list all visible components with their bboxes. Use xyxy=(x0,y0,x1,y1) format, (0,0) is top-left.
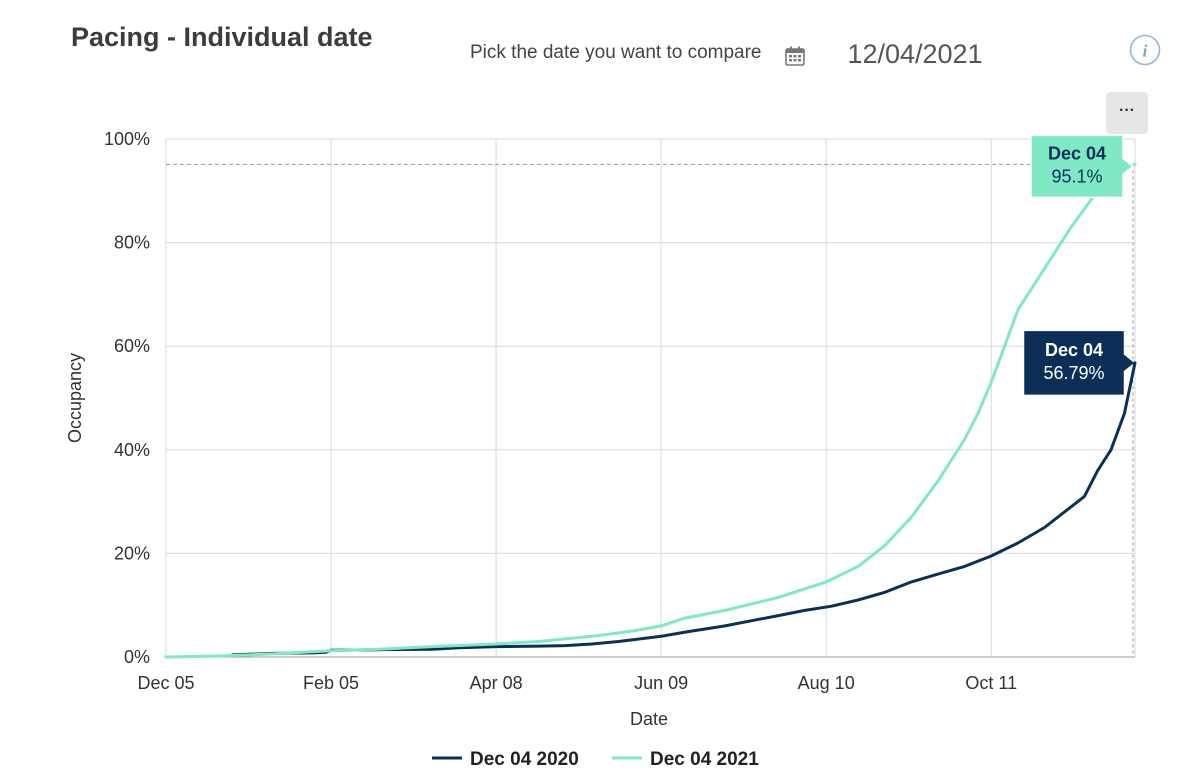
y-tick-label: 100% xyxy=(104,129,150,149)
y-tick-label: 0% xyxy=(124,647,150,667)
x-axis-title: Date xyxy=(630,709,668,729)
x-axis-ticks: Dec 05 Feb 05 Apr 08 Jun 09 Aug 10 Oct 11 xyxy=(137,673,1017,693)
y-axis-ticks: 0% 20% 40% 60% 80% 100% xyxy=(104,129,150,667)
calendar-icon[interactable] xyxy=(784,45,806,67)
tooltip: Dec 04 56.79% xyxy=(1024,331,1135,395)
x-tick-label: Oct 11 xyxy=(965,673,1017,693)
chart-grid xyxy=(165,138,1136,658)
more-options-icon: ··· xyxy=(1119,102,1135,119)
tooltip-value: 95.1% xyxy=(1051,166,1102,186)
y-tick-label: 20% xyxy=(114,543,150,563)
x-tick-label: Jun 09 xyxy=(634,673,688,693)
legend-label: Dec 04 2021 xyxy=(650,749,759,770)
x-tick-label: Aug 10 xyxy=(798,673,855,693)
x-tick-label: Feb 05 xyxy=(303,673,359,693)
legend-label: Dec 04 2020 xyxy=(470,749,579,770)
date-picker-label: Pick the date you want to compare xyxy=(470,42,762,63)
x-tick-label: Dec 05 xyxy=(137,673,194,693)
y-tick-label: 80% xyxy=(114,233,150,253)
chart-series xyxy=(164,162,1137,659)
y-axis-title: Occupancy xyxy=(65,353,85,443)
x-tick-label: Apr 08 xyxy=(470,673,523,693)
legend-item[interactable]: Dec 04 2020 xyxy=(432,749,579,770)
tooltip-date: Dec 04 xyxy=(1048,143,1106,163)
tooltip-date: Dec 04 xyxy=(1045,340,1103,360)
chart-tooltips: Dec 04 95.1% Dec 04 56.79% xyxy=(1024,134,1135,395)
chart-legend: Dec 04 2020 Dec 04 2021 xyxy=(432,749,759,770)
tooltip-value: 56.79% xyxy=(1043,363,1104,383)
legend-item[interactable]: Dec 04 2021 xyxy=(612,749,759,770)
tooltip: Dec 04 95.1% xyxy=(1030,134,1135,199)
tooltip-box xyxy=(1030,134,1135,199)
y-tick-label: 40% xyxy=(114,440,150,460)
series-line xyxy=(164,162,1137,659)
page-title: Pacing - Individual date xyxy=(71,22,373,52)
date-input[interactable] xyxy=(820,34,1010,74)
y-tick-label: 60% xyxy=(114,336,150,356)
tooltip-box xyxy=(1024,331,1135,395)
info-icon-label: i xyxy=(1143,42,1148,61)
more-options-button[interactable]: ··· xyxy=(1106,92,1148,134)
series-line xyxy=(231,361,1137,657)
info-icon[interactable]: i xyxy=(1129,34,1161,66)
